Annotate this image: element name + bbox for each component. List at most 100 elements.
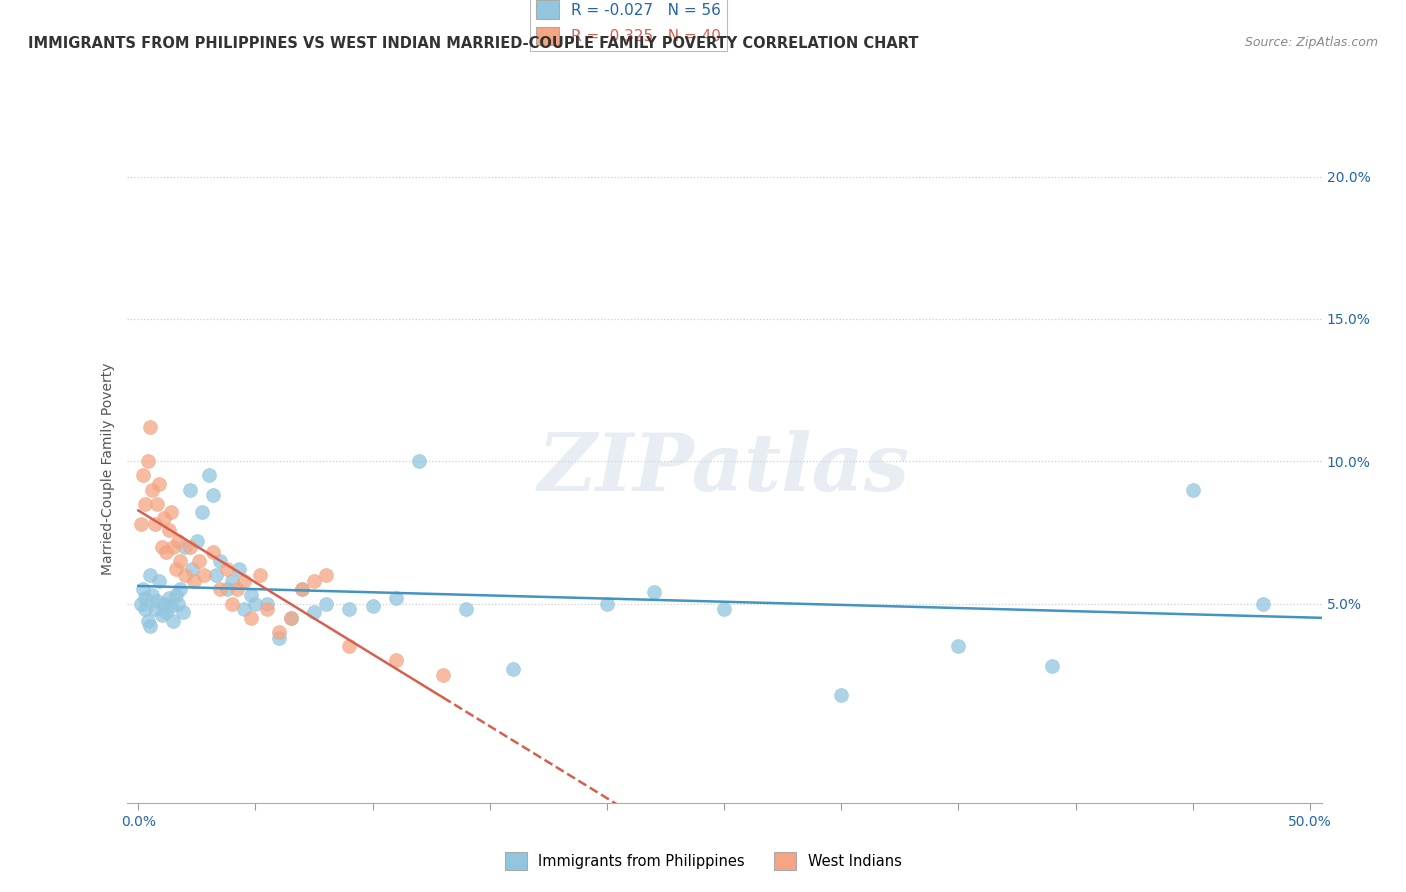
Point [186, 533, 208, 548]
Point [139, 420, 162, 434]
Point [361, 599, 384, 614]
Point [232, 602, 254, 616]
Point [193, 568, 215, 582]
Point [179, 483, 201, 497]
Point [139, 568, 162, 582]
Point [232, 574, 254, 588]
Point [162, 614, 184, 628]
Point [183, 574, 205, 588]
Point [245, 597, 267, 611]
Point [134, 602, 156, 616]
Point [167, 533, 190, 548]
Point [432, 667, 454, 681]
Text: IMMIGRANTS FROM PHILIPPINES VS WEST INDIAN MARRIED-COUPLE FAMILY POVERTY CORRELA: IMMIGRANTS FROM PHILIPPINES VS WEST INDI… [28, 36, 918, 51]
Point [146, 497, 169, 511]
Point [141, 483, 163, 497]
Point [157, 523, 180, 537]
Point [948, 639, 970, 653]
Point [129, 597, 152, 611]
Text: Source: ZipAtlas.com: Source: ZipAtlas.com [1244, 36, 1378, 49]
Legend: R = -0.027   N = 56, R = -0.325   N = 40: R = -0.027 N = 56, R = -0.325 N = 40 [530, 0, 727, 52]
Point [596, 597, 619, 611]
Point [136, 454, 159, 468]
Point [713, 602, 735, 616]
Point [136, 614, 159, 628]
Point [256, 597, 278, 611]
Point [179, 540, 201, 554]
Point [143, 516, 166, 531]
Point [291, 582, 314, 597]
Point [302, 574, 325, 588]
Point [169, 582, 191, 597]
Point [315, 597, 337, 611]
Point [221, 574, 243, 588]
Point [1181, 483, 1204, 497]
Point [153, 511, 176, 525]
Text: ZIPatlas: ZIPatlas [538, 430, 910, 507]
Point [502, 662, 524, 676]
Point [132, 582, 155, 597]
Point [385, 591, 408, 605]
Point [157, 591, 180, 605]
Point [267, 625, 290, 640]
Point [643, 585, 665, 599]
Point [385, 653, 408, 667]
Point [209, 554, 232, 568]
Point [146, 593, 169, 607]
Point [132, 468, 155, 483]
Point [217, 582, 239, 597]
Point [1251, 597, 1274, 611]
Point [153, 597, 176, 611]
Point [456, 602, 478, 616]
Point [181, 562, 204, 576]
Point [134, 497, 156, 511]
Point [165, 562, 187, 576]
Point [167, 597, 190, 611]
Point [162, 540, 184, 554]
Point [337, 602, 360, 616]
Point [249, 568, 271, 582]
Point [291, 582, 314, 597]
Point [239, 588, 262, 602]
Point [221, 597, 243, 611]
Point [202, 545, 225, 559]
Point [202, 488, 225, 502]
Point [141, 588, 163, 602]
Point [256, 602, 278, 616]
Point [217, 562, 239, 576]
Point [143, 602, 166, 616]
Point [148, 574, 170, 588]
Point [197, 468, 219, 483]
Point [408, 454, 430, 468]
Point [160, 505, 183, 519]
Point [174, 540, 197, 554]
Point [228, 562, 250, 576]
Point [225, 582, 247, 597]
Point [830, 688, 852, 702]
Point [139, 619, 162, 633]
Point [280, 611, 302, 625]
Point [172, 605, 194, 619]
Point [169, 554, 191, 568]
Point [337, 639, 360, 653]
Y-axis label: Married-Couple Family Poverty: Married-Couple Family Poverty [101, 362, 115, 574]
Point [239, 611, 262, 625]
Point [155, 545, 177, 559]
Point [267, 631, 290, 645]
Point [280, 611, 302, 625]
Point [150, 540, 173, 554]
Point [190, 505, 212, 519]
Point [155, 605, 177, 619]
Point [188, 554, 211, 568]
Point [315, 568, 337, 582]
Point [302, 605, 325, 619]
Point [1040, 659, 1063, 673]
Point [160, 599, 183, 614]
Point [165, 588, 187, 602]
Point [134, 591, 156, 605]
Point [209, 582, 232, 597]
Point [129, 516, 152, 531]
Point [150, 607, 173, 622]
Point [204, 568, 226, 582]
Legend: Immigrants from Philippines, West Indians: Immigrants from Philippines, West Indian… [499, 847, 907, 876]
